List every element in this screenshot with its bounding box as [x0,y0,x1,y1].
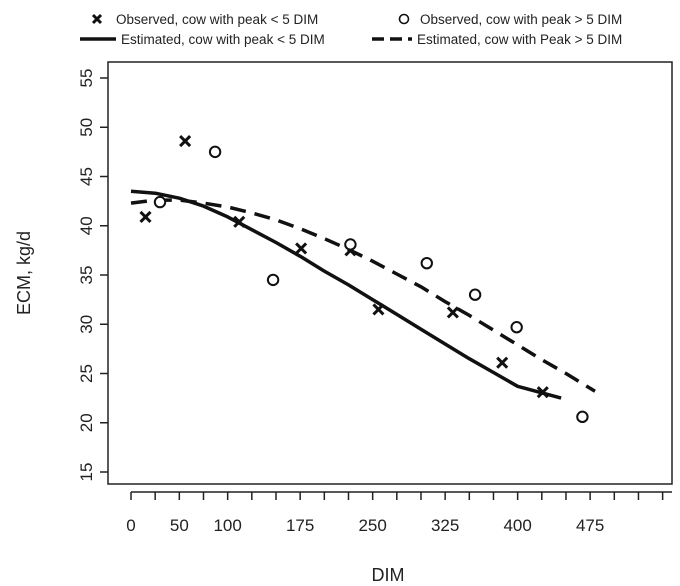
observed-early-point [233,215,246,228]
legend-label: Estimated, cow with peak < 5 DIM [121,32,325,47]
x-tick-label: 250 [358,516,386,535]
x-tick-label: 400 [503,516,531,535]
legend-marker-observed-early [91,13,103,25]
observed-early-point [139,210,152,223]
observed-early-point [536,386,549,399]
y-tick-label: 25 [77,364,96,383]
observed-late-point [344,238,357,251]
observed-late-point [208,145,222,159]
observed-early-point [446,306,459,319]
observed-late-point [576,410,589,424]
observed-late-point [266,273,280,287]
estimated-early-curve [130,189,562,400]
x-tick-label: 0 [126,516,135,535]
x-tick-label: 100 [213,516,241,535]
x-axis-title: DIM [372,565,405,585]
y-tick-label: 45 [77,167,96,186]
x-tick-label: 50 [170,516,189,535]
observed-early-point [372,303,385,316]
y-tick-label: 15 [77,463,96,482]
legend-label: Observed, cow with peak < 5 DIM [116,12,318,27]
legend-label: Estimated, cow with Peak > 5 DIM [417,32,622,47]
legend-label: Observed, cow with peak > 5 DIM [420,12,622,27]
x-tick-label: 175 [286,516,314,535]
observed-late-point [153,195,167,209]
plot-frame [107,61,673,485]
y-axis-title: ECM, kg/d [14,231,34,315]
y-tick-label: 30 [77,315,96,334]
x-tick-label: 325 [431,516,459,535]
y-tick-label: 35 [77,266,96,285]
estimated-late-curve [130,198,596,393]
y-tick-label: 50 [77,118,96,137]
y-tick-label: 40 [77,216,96,235]
observed-late-point [510,321,523,334]
observed-early-point [179,134,192,148]
x-tick-label: 475 [576,516,604,535]
observed-early-point [496,356,509,369]
y-axis: 15 20 25 30 35 40 45 50 55 [77,69,108,482]
legend: Observed, cow with peak < 5 DIM Observed,… [80,12,622,47]
observed-late-point [420,256,433,270]
x-axis: 0 50 100 175 250 325 400 475 [126,491,672,535]
series-layer [130,134,596,424]
y-tick-label: 20 [77,413,96,432]
legend-marker-observed-late [398,13,410,25]
y-tick-label: 55 [77,69,96,88]
observed-late-point [468,288,482,301]
observed-early-point [295,242,308,255]
